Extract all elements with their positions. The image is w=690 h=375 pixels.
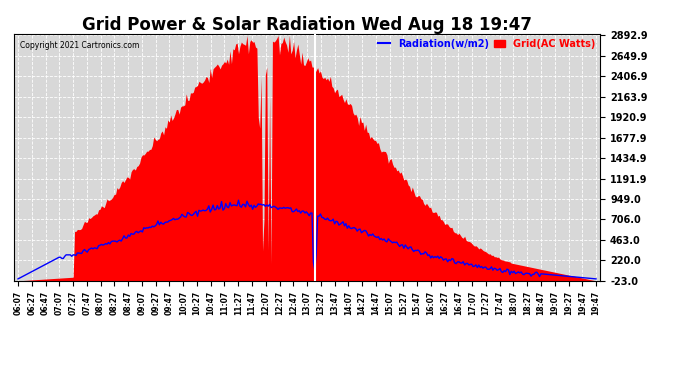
Title: Grid Power & Solar Radiation Wed Aug 18 19:47: Grid Power & Solar Radiation Wed Aug 18 … xyxy=(82,16,532,34)
Text: Copyright 2021 Cartronics.com: Copyright 2021 Cartronics.com xyxy=(19,41,139,50)
Legend: Radiation(w/m2), Grid(AC Watts): Radiation(w/m2), Grid(AC Watts) xyxy=(378,39,595,49)
